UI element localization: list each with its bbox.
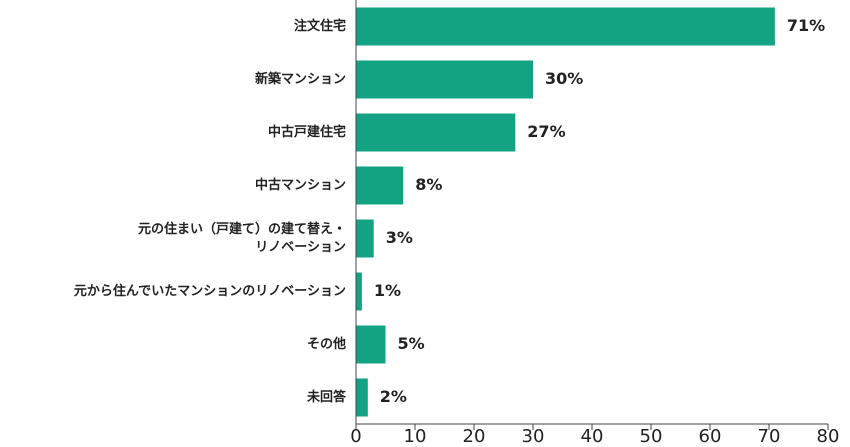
value-label: 27% — [527, 122, 565, 141]
category-label: 中古戸建住宅 — [267, 124, 346, 140]
value-label: 71% — [787, 16, 825, 35]
value-label: 30% — [545, 69, 583, 88]
bar — [356, 272, 362, 311]
x-tick-label: 0 — [350, 426, 361, 447]
category-label: 新築マンション — [254, 71, 346, 87]
value-label: 2% — [380, 387, 407, 406]
value-label: 3% — [386, 228, 413, 247]
category-label: その他 — [306, 336, 346, 352]
x-tick-label: 80 — [817, 426, 840, 447]
bar — [356, 378, 368, 417]
bar — [356, 325, 386, 364]
x-tick-label: 60 — [699, 426, 722, 447]
category-label: 中古マンション — [254, 177, 346, 193]
bar — [356, 219, 374, 258]
category-label: 元から住んでいたマンションのリノベーション — [73, 283, 346, 299]
category-label: 未回答 — [306, 389, 346, 405]
x-tick-label: 70 — [758, 426, 781, 447]
x-tick-label: 20 — [463, 426, 486, 447]
x-tick-label: 10 — [404, 426, 427, 447]
value-label: 5% — [398, 334, 425, 353]
bar — [356, 166, 404, 205]
bar — [356, 113, 516, 152]
value-label: 1% — [374, 281, 401, 300]
x-tick-label: 30 — [522, 426, 545, 447]
value-label: 8% — [415, 175, 442, 194]
category-label: 元の住まい（戸建て）の建て替え・ リノベーション — [137, 221, 346, 255]
category-label: 注文住宅 — [293, 18, 346, 34]
x-tick-label: 50 — [640, 426, 663, 447]
bar — [356, 7, 775, 46]
bar — [356, 60, 533, 99]
x-tick-label: 40 — [581, 426, 604, 447]
